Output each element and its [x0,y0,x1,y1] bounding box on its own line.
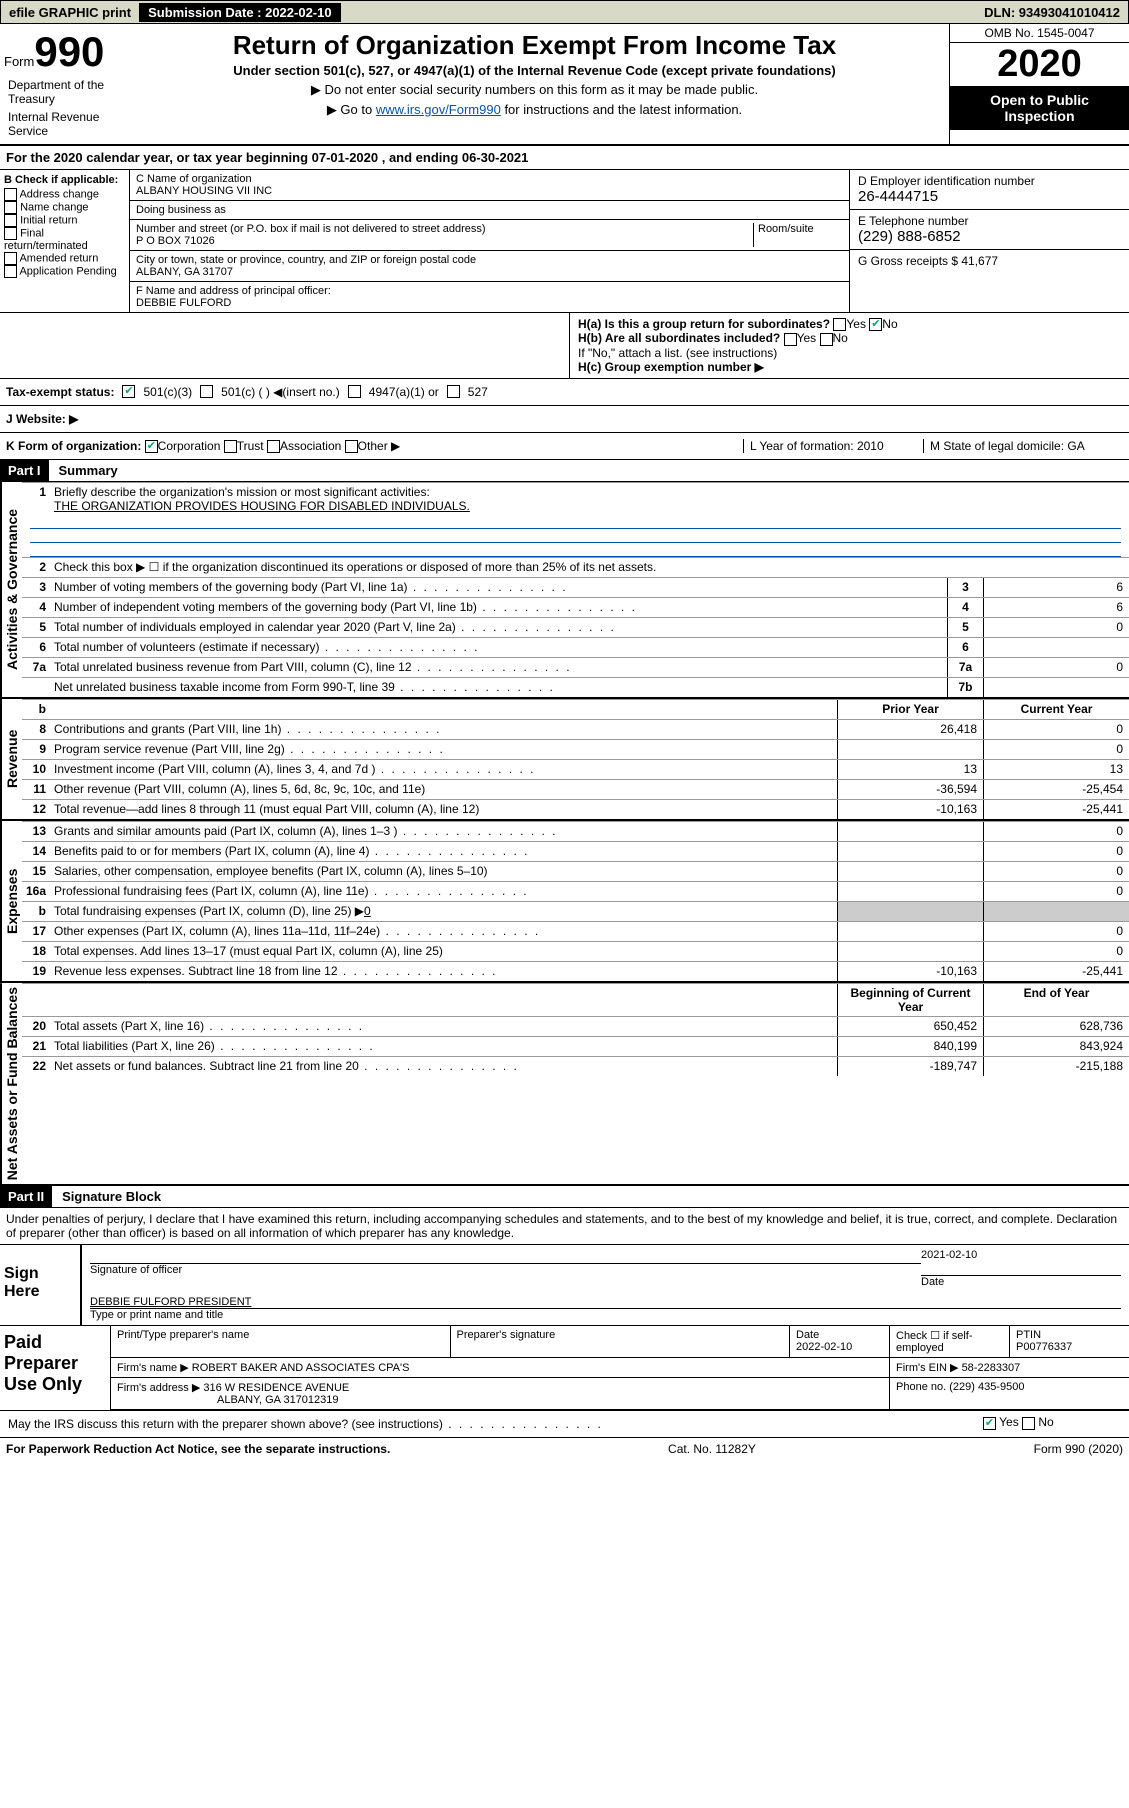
firm-addr1: 316 W RESIDENCE AVENUE [203,1382,349,1394]
prep-date: 2022-02-10 [796,1341,852,1353]
k-row: K Form of organization: Corporation Trus… [0,433,1129,460]
dept-irs: Internal Revenue Service [4,108,116,140]
section-a-period: For the 2020 calendar year, or tax year … [0,145,1129,170]
form-header: Form990 Department of the Treasury Inter… [0,24,1129,145]
irs-link[interactable]: www.irs.gov/Form990 [376,102,501,117]
form-ref: Form 990 (2020) [1034,1442,1123,1456]
officer-name: DEBBIE FULFORD [136,297,231,309]
footer-row: For Paperwork Reduction Act Notice, see … [0,1437,1129,1460]
v3: 6 [983,578,1129,597]
penalties-text: Under penalties of perjury, I declare th… [0,1208,1129,1244]
dln-label: DLN: 93493041010412 [976,3,1128,22]
omb-number: OMB No. 1545-0047 [950,24,1129,43]
officer-sig-name: DEBBIE FULFORD PRESIDENT [90,1296,251,1308]
identity-grid: B Check if applicable: Address change Na… [0,170,1129,312]
sign-here-section: Sign Here Signature of officer2021-02-10… [0,1244,1129,1325]
telephone: (229) 888-6852 [858,228,961,245]
revenue-section: Revenue bPrior YearCurrent Year 8Contrib… [0,699,1129,821]
paid-preparer-section: Paid Preparer Use Only Print/Type prepar… [0,1325,1129,1410]
info-ssn: ▶ Do not enter social security numbers o… [126,82,943,98]
org-address: P O BOX 71026 [136,235,215,247]
website-row: J Website: ▶ [0,406,1129,433]
pra-notice: For Paperwork Reduction Act Notice, see … [6,1442,390,1456]
form-subtitle: Under section 501(c), 527, or 4947(a)(1)… [126,63,943,78]
discuss-question: May the IRS discuss this return with the… [6,1415,983,1433]
gross-receipts: G Gross receipts $ 41,677 [850,250,1129,272]
firm-name: ROBERT BAKER AND ASSOCIATES CPA'S [192,1362,410,1374]
tax-exempt-row: Tax-exempt status: 501(c)(3) 501(c) ( ) … [0,378,1129,406]
form-number: 990 [34,28,104,75]
activities-governance-section: Activities & Governance 1Briefly describ… [0,482,1129,699]
part2-hdr: Part II [0,1186,52,1207]
form-word: Form [4,54,34,69]
org-city: ALBANY, GA 31707 [136,266,233,278]
col-b-checkboxes: B Check if applicable: Address change Na… [0,170,130,312]
expenses-section: Expenses 13Grants and similar amounts pa… [0,821,1129,983]
top-bar: efile GRAPHIC print Submission Date : 20… [0,0,1129,24]
ein-value: 26-4444715 [858,188,938,205]
open-inspection: Open to PublicInspection [950,86,1129,130]
firm-phone: (229) 435-9500 [949,1381,1024,1393]
net-assets-section: Net Assets or Fund Balances Beginning of… [0,983,1129,1186]
dept-treasury: Department of the Treasury [4,76,116,108]
year-formation: L Year of formation: 2010 [743,439,923,453]
firm-ein: 58-2283307 [962,1362,1021,1374]
efile-label[interactable]: efile GRAPHIC print [1,3,140,22]
part1-hdr: Part I [0,460,49,481]
h-c: H(c) Group exemption number ▶ [578,360,1121,374]
org-name: ALBANY HOUSING VII INC [136,185,272,197]
info-link: ▶ Go to www.irs.gov/Form990 for instruct… [126,102,943,118]
cat-no: Cat. No. 11282Y [668,1442,756,1456]
h-b: H(b) Are all subordinates included? Yes … [578,331,1121,345]
sig-date: 2021-02-10 [921,1249,977,1261]
state-domicile: M State of legal domicile: GA [923,439,1123,453]
ptin-val: P00776337 [1016,1341,1072,1353]
mission-text: THE ORGANIZATION PROVIDES HOUSING FOR DI… [54,499,470,513]
h-a: H(a) Is this a group return for subordin… [578,317,1121,331]
tax-year: 2020 [950,43,1129,86]
form-title: Return of Organization Exempt From Incom… [126,30,943,61]
submission-date[interactable]: Submission Date : 2022-02-10 [140,3,341,22]
